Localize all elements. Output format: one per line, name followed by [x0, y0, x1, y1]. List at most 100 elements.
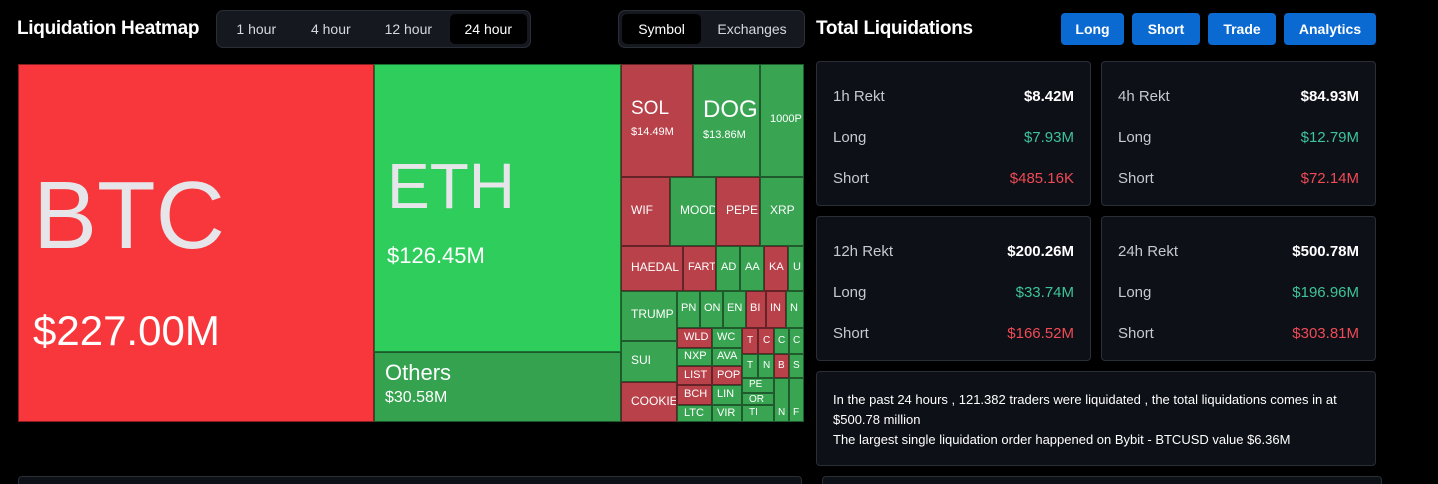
heatmap-tile-pepe[interactable]: PEPE [716, 177, 760, 246]
heatmap-tile-n[interactable]: N [786, 291, 804, 328]
tile-symbol: C [778, 335, 786, 346]
tab-symbol[interactable]: Symbol [622, 14, 702, 44]
short-value: $303.81M [1292, 325, 1359, 342]
heatmap-tile-sui[interactable]: SUI [621, 341, 677, 382]
tile-symbol: WC [717, 331, 736, 343]
heatmap-tile-list[interactable]: LIST [677, 366, 712, 385]
tile-symbol: PE [749, 379, 763, 390]
tile-symbol: S [793, 360, 800, 371]
tile-symbol: AA [745, 261, 760, 273]
tile-symbol: DOGE [703, 96, 759, 123]
view-selector: Symbol Exchanges [618, 10, 805, 48]
heatmap-tile-t[interactable]: T [742, 354, 758, 378]
heatmap-tile-pe[interactable]: PE [742, 378, 774, 393]
tile-symbol: TRUMP [631, 307, 674, 321]
heatmap-tile-in[interactable]: IN [766, 291, 786, 328]
long-label: Long [833, 129, 867, 146]
heatmap-tile-cookie[interactable]: COOKIE [621, 382, 677, 422]
tile-symbol: WIF [631, 203, 653, 217]
heatmap-tile-ava[interactable]: AVA [712, 348, 742, 366]
heatmap-tile-c[interactable]: C [774, 328, 789, 354]
tab-4-hour[interactable]: 4 hour [310, 21, 351, 37]
short-value: $72.14M [1300, 170, 1359, 187]
tile-symbol: KA [769, 261, 784, 273]
heatmap-tile-eth[interactable]: ETH $126.45M [374, 64, 621, 352]
tile-symbol: BTC [33, 162, 225, 269]
tile-symbol: T [747, 360, 754, 371]
short-button[interactable]: Short [1132, 13, 1200, 45]
short-value: $485.16K [1009, 170, 1074, 187]
analytics-button[interactable]: Analytics [1284, 13, 1376, 45]
liquidation-summary: In the past 24 hours , 121.382 traders w… [816, 371, 1376, 466]
heatmap-tile-btc[interactable]: BTC $227.00M [18, 64, 374, 422]
heatmap-tile-xrp[interactable]: XRP [760, 177, 804, 246]
heatmap-tile-aa[interactable]: AA [740, 246, 764, 291]
heatmap-tile-c[interactable]: C [789, 328, 804, 354]
trade-button[interactable]: Trade [1208, 13, 1276, 45]
heatmap-tile-fartc[interactable]: FARTC [683, 246, 716, 291]
heatmap-tile-others[interactable]: Others $30.58M [374, 352, 621, 422]
stat-card-12h: 12h Rekt $200.26M Long $33.74M Short $166.5… [816, 216, 1091, 361]
heatmap-tile-on[interactable]: ON [700, 291, 723, 328]
tab-24-hour[interactable]: 24 hour [449, 14, 527, 44]
tab-1-hour[interactable]: 1 hour [236, 21, 277, 37]
tile-value: $126.45M [387, 243, 485, 269]
heatmap-tile-u[interactable]: U [788, 246, 804, 291]
heatmap-tile-doge[interactable]: DOGE $13.86M [693, 64, 760, 177]
heatmap-tile-trump[interactable]: TRUMP [621, 291, 677, 341]
heatmap-tile-or[interactable]: OR [742, 393, 774, 405]
heatmap-tile-t[interactable]: T [742, 328, 758, 354]
short-label: Short [1118, 170, 1154, 187]
tile-value: $14.49M [631, 125, 674, 138]
heatmap-tile-wif[interactable]: WIF [621, 177, 670, 246]
tile-symbol: FARTC [688, 261, 716, 273]
long-value: $33.74M [1015, 284, 1074, 301]
heatmap-tile-bi[interactable]: BI [746, 291, 766, 328]
tile-value: $13.86M [703, 129, 746, 142]
tile-symbol: AD [721, 261, 737, 273]
tile-symbol: N [763, 360, 771, 371]
heatmap-tile-ltc[interactable]: LTC [677, 405, 712, 422]
heatmap-tile-haedal[interactable]: HAEDAL [621, 246, 683, 291]
time-range-selector: 1 hour 4 hour 12 hour 24 hour [216, 10, 531, 48]
tab-12-hour[interactable]: 12 hour [384, 21, 433, 37]
tile-symbol: PEPE [726, 203, 759, 217]
heatmap-tile-n[interactable]: N [774, 378, 789, 422]
heatmap-tile-ti[interactable]: TI [742, 405, 774, 422]
tile-symbol: BCH [684, 388, 708, 400]
heatmap-tile-nxp[interactable]: NXP [677, 348, 712, 366]
heatmap-tile-mood[interactable]: MOOD [670, 177, 716, 246]
long-label: Long [1118, 129, 1152, 146]
heatmap-tile-1000p[interactable]: 1000P [760, 64, 804, 177]
tile-value: $227.00M [33, 306, 220, 354]
heatmap-tile-pn[interactable]: PN [677, 291, 700, 328]
heatmap-tile-ka[interactable]: KA [764, 246, 788, 291]
heatmap-tile-bch[interactable]: BCH [677, 385, 712, 405]
stat-total: $500.78M [1292, 243, 1359, 260]
heatmap-tile-ad[interactable]: AD [716, 246, 740, 291]
heatmap-tile-s[interactable]: S [789, 354, 804, 378]
heatmap-tile-wc[interactable]: WC [712, 328, 742, 348]
heatmap-tile-n[interactable]: N [758, 354, 774, 378]
heatmap-tile-wld[interactable]: WLD [677, 328, 712, 348]
heatmap-tile-b[interactable]: B [774, 354, 789, 378]
tile-symbol: B [778, 360, 785, 371]
heatmap-tile-vir[interactable]: VIR [712, 405, 742, 422]
stat-card-4h: 4h Rekt $84.93M Long $12.79M Short $72.14M [1101, 61, 1376, 206]
tile-symbol: F [793, 407, 800, 418]
tile-symbol: PN [681, 302, 697, 314]
heatmap-tile-f[interactable]: F [789, 378, 804, 422]
stat-label: 4h Rekt [1118, 88, 1170, 105]
stat-label: 12h Rekt [833, 243, 894, 260]
heatmap-tile-en[interactable]: EN [723, 291, 746, 328]
total-liquidations-title: Total Liquidations [816, 18, 973, 39]
tab-exchanges[interactable]: Exchanges [717, 21, 787, 37]
long-button[interactable]: Long [1061, 13, 1124, 45]
heatmap-tile-lin[interactable]: LIN [712, 385, 742, 405]
heatmap-tile-pop[interactable]: POP [712, 366, 742, 385]
heatmap-tile-sol[interactable]: SOL $14.49M [621, 64, 693, 177]
heatmap-tile-c[interactable]: C [758, 328, 774, 354]
stat-label: 1h Rekt [833, 88, 885, 105]
tile-symbol: HAEDAL [631, 260, 680, 274]
long-value: $196.96M [1292, 284, 1359, 301]
